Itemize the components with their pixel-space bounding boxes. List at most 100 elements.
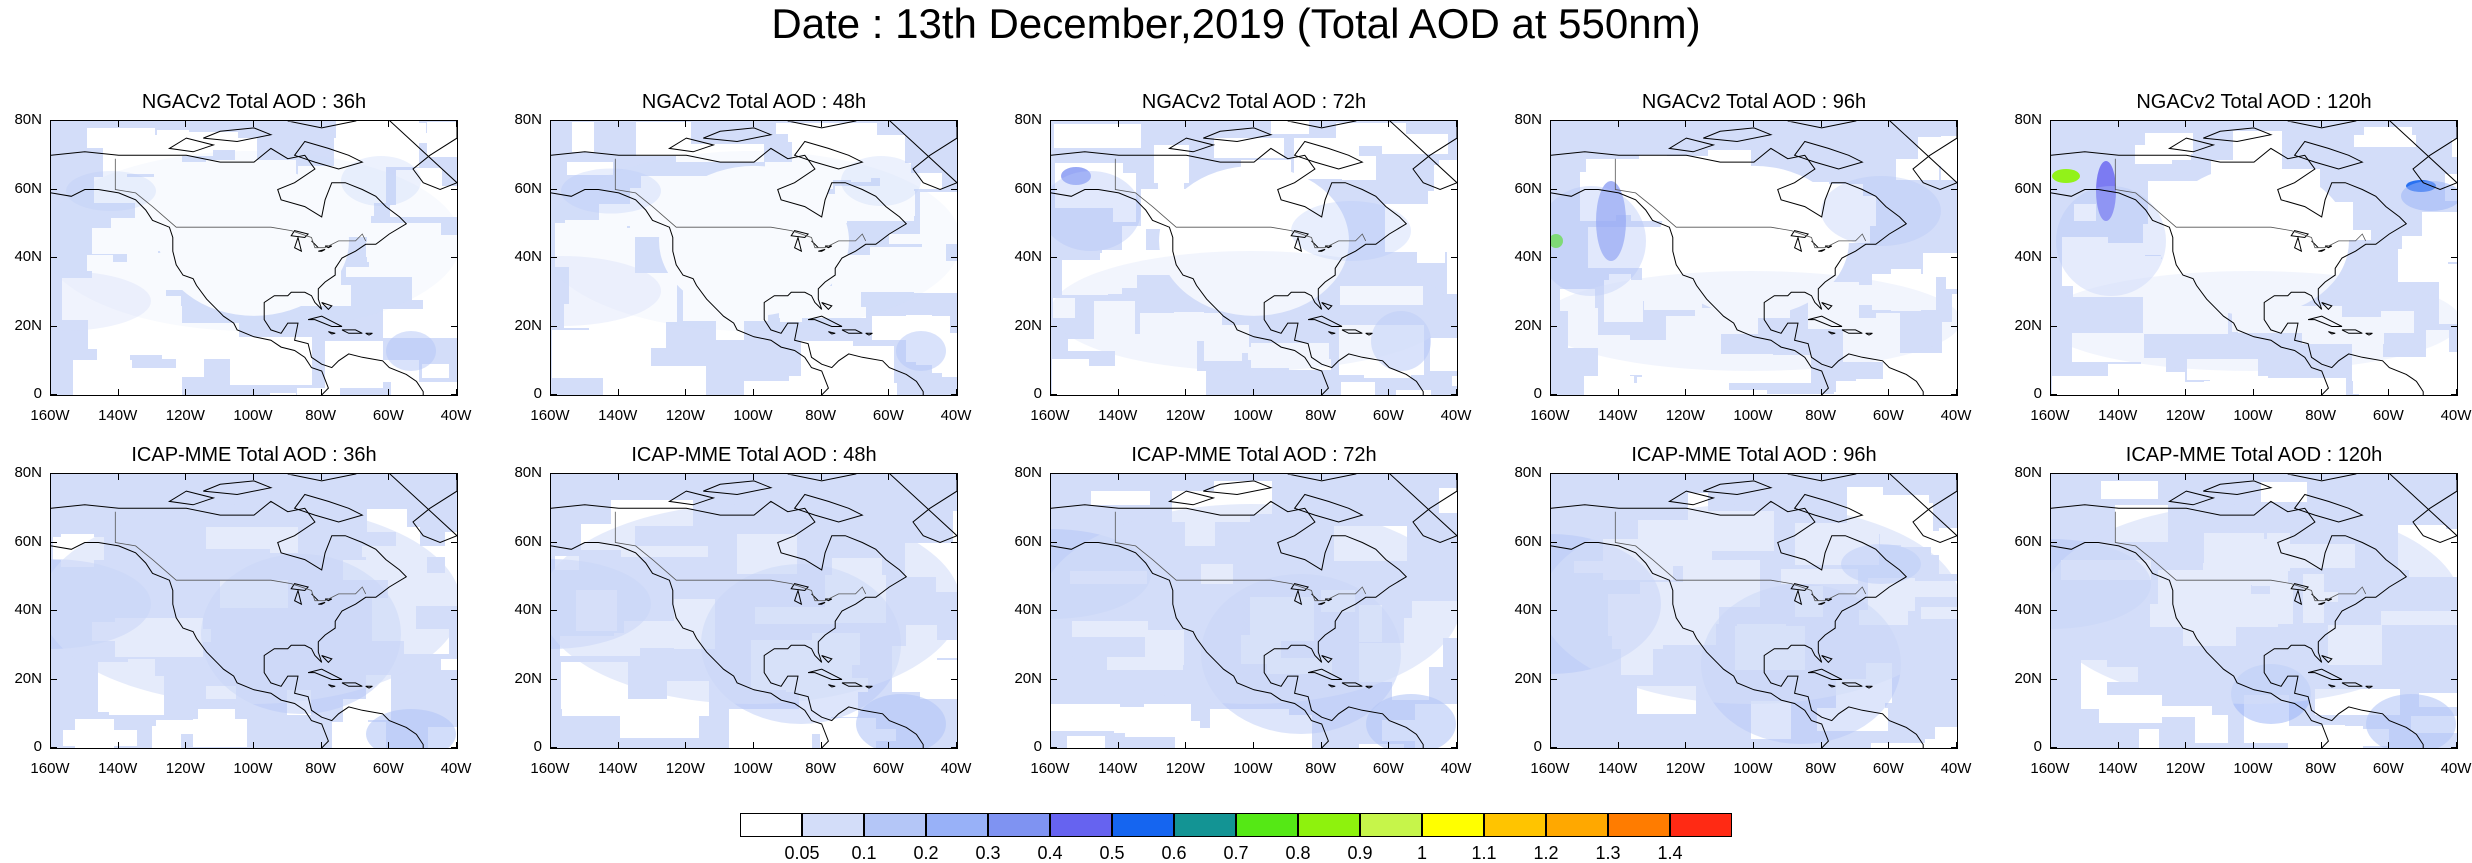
lon-tick-label: 100W — [1233, 407, 1273, 424]
lon-tick — [2320, 121, 2322, 127]
lon-tick-label: 60W — [1372, 407, 1404, 424]
aod-low-patch — [1271, 121, 1309, 134]
lon-tick-label: 80W — [1805, 407, 1837, 424]
coastline — [551, 542, 829, 748]
lon-tick-label: 40W — [1440, 760, 1472, 777]
coastlines — [1551, 474, 1957, 748]
lat-tick — [451, 188, 457, 190]
lon-tick — [1685, 742, 1687, 748]
lon-tick — [2050, 121, 2051, 127]
aod-field — [1051, 474, 1457, 748]
aod-low-patch — [325, 341, 383, 388]
island-outline — [1318, 248, 1326, 252]
island-outline — [1318, 601, 1326, 605]
lat-tick — [1951, 610, 1957, 611]
lon-tick — [753, 389, 754, 395]
lon-tick — [2388, 389, 2390, 395]
aod-plume — [841, 156, 921, 206]
lon-tick — [117, 389, 119, 395]
aod-plume — [2051, 504, 2457, 704]
lon-tick-label: 100W — [233, 407, 273, 424]
aod-low-patch — [953, 511, 957, 560]
lat-tick-label: 0 — [1033, 738, 1042, 755]
lon-tick — [753, 474, 754, 480]
lat-tick-label: 0 — [1533, 738, 1542, 755]
lat-tick — [51, 188, 57, 190]
aod-map — [550, 473, 958, 749]
aod-plume — [551, 504, 957, 704]
lon-tick — [2050, 742, 2051, 748]
lat-tick-label: 20N — [1514, 316, 1542, 334]
lat-tick-label: 60N — [1514, 532, 1542, 550]
aod-plume — [341, 156, 421, 206]
aod-low-patch — [2452, 139, 2457, 157]
island-outline — [287, 121, 357, 129]
aod-low-patch — [297, 388, 340, 395]
lon-tick — [1117, 389, 1119, 395]
aod-low-patch — [2169, 390, 2192, 395]
aod-low-patch — [1666, 316, 1696, 341]
aod-plume — [1051, 504, 1457, 704]
lat-tick — [451, 747, 457, 748]
lat-tick — [1551, 188, 1557, 190]
aod-field — [551, 121, 957, 395]
lat-tick — [2051, 747, 2057, 748]
lon-tick — [1320, 121, 1322, 127]
lon-tick — [185, 474, 187, 480]
island-outline — [1307, 315, 1343, 327]
lat-tick-label: 0 — [1033, 385, 1042, 402]
lon-tick — [1685, 389, 1687, 395]
lon-tick — [1117, 474, 1119, 480]
aod-low-patch — [2232, 311, 2305, 322]
lon-tick — [2320, 389, 2322, 395]
island-outline — [807, 315, 843, 327]
lat-tick — [1951, 473, 1957, 474]
aod-low-patch — [1258, 715, 1312, 748]
aod-low-patch — [1751, 701, 1791, 739]
island-outline — [2290, 230, 2310, 239]
lon-tick — [1753, 121, 1754, 127]
lon-tick-label: 140W — [2098, 760, 2138, 777]
lon-tick-label: 120W — [665, 407, 705, 424]
lat-tick — [551, 678, 557, 680]
lon-tick-label: 160W — [30, 760, 70, 777]
lon-tick — [1185, 742, 1187, 748]
aod-low-patch — [565, 220, 627, 265]
lon-tick-label: 40W — [1940, 760, 1972, 777]
map-panel: NGACv2 Total AOD : 120h 0 20N 40N 60N 80N 160W… — [2014, 91, 2471, 424]
island-outline — [1807, 315, 1843, 327]
aod-low-patch — [439, 274, 457, 300]
lat-tick — [1451, 394, 1457, 395]
island-outline — [2389, 121, 2457, 191]
country-border — [2114, 158, 2367, 249]
island-outline — [1889, 474, 1957, 544]
island-outline — [1328, 684, 1336, 688]
aod-low-patch — [920, 192, 957, 237]
lat-tick-label: 80N — [2014, 111, 2042, 128]
lon-tick — [2388, 742, 2390, 748]
lon-tick-label: 100W — [233, 760, 273, 777]
lat-tick — [951, 541, 957, 543]
lat-tick-label: 40N — [514, 248, 542, 265]
aod-low-patch — [1054, 124, 1141, 148]
lat-tick — [1451, 678, 1457, 680]
island-outline — [293, 235, 303, 253]
lon-tick-label: 60W — [872, 407, 904, 424]
island-outline — [865, 685, 873, 689]
aod-low-patch — [1722, 390, 1767, 395]
coastline — [51, 542, 329, 748]
lon-tick-label: 140W — [98, 760, 138, 777]
lat-tick — [951, 610, 957, 611]
island-outline — [1818, 248, 1826, 252]
lon-tick-label: 100W — [733, 407, 773, 424]
island-outline — [1790, 230, 1810, 239]
lon-tick-label: 100W — [1733, 760, 1773, 777]
lon-tick-label: 160W — [2030, 760, 2070, 777]
lat-tick-label: 40N — [1014, 248, 1042, 265]
lon-tick — [1753, 742, 1754, 748]
aod-plume — [2366, 694, 2456, 748]
island-outline — [328, 684, 336, 688]
island-outline — [287, 474, 357, 482]
aod-low-patch — [1670, 156, 1737, 169]
island-outline — [1807, 668, 1843, 680]
